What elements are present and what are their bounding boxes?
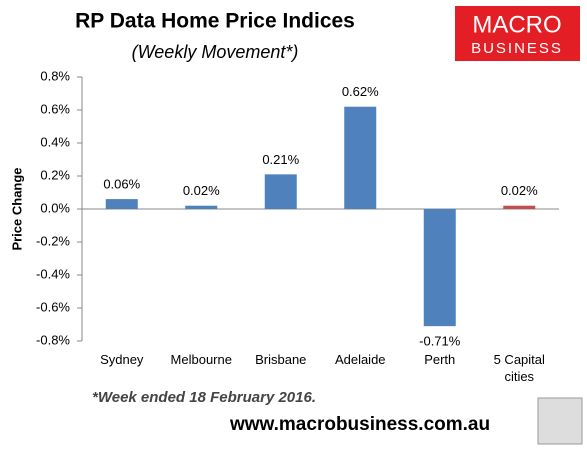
y-axis-label: Price Change	[9, 167, 24, 250]
value-label: 0.62%	[342, 84, 379, 99]
y-tick-label: 0.0%	[40, 200, 70, 215]
bar	[344, 106, 377, 209]
x-tick-label: Brisbane	[255, 352, 307, 367]
y-tick-label: 0.2%	[40, 167, 70, 182]
x-tick-label: Perth	[424, 352, 456, 367]
value-label: 0.21%	[262, 152, 299, 167]
x-tick-label: Sydney	[100, 352, 144, 367]
y-tick-label: -0.2%	[36, 233, 70, 248]
chart-title: RP Data Home Price Indices	[75, 10, 355, 33]
footnote: *Week ended 18 February 2016.	[92, 389, 316, 406]
x-tick-label: 5 Capital cities	[493, 352, 545, 384]
logo-text: MACRO	[472, 11, 561, 38]
y-tick-label: 0.8%	[40, 68, 70, 83]
y-tick-label: -0.4%	[36, 266, 70, 281]
bar	[503, 205, 536, 209]
logo-box	[455, 6, 580, 61]
bar	[264, 174, 297, 209]
x-tick-label: Melbourne	[170, 352, 232, 367]
y-tick-label: -0.6%	[36, 299, 70, 314]
bar	[105, 199, 138, 209]
x-tick-label: Adelaide	[334, 352, 386, 367]
y-tick-label: 0.6%	[40, 101, 70, 116]
bar	[185, 205, 218, 209]
source: www.macrobusiness.com.au	[229, 414, 490, 435]
bar	[423, 209, 456, 327]
y-tick-label: 0.4%	[40, 134, 70, 149]
y-tick-label: -0.8%	[36, 332, 70, 347]
logo-text: BUSINESS	[471, 40, 563, 57]
logo-icon	[537, 397, 583, 445]
chart-subtitle: (Weekly Movement*)	[132, 42, 299, 62]
value-label: 0.06%	[103, 177, 140, 192]
value-label: 0.02%	[501, 183, 538, 198]
value-label: 0.02%	[183, 183, 220, 198]
value-label: -0.71%	[419, 334, 461, 349]
